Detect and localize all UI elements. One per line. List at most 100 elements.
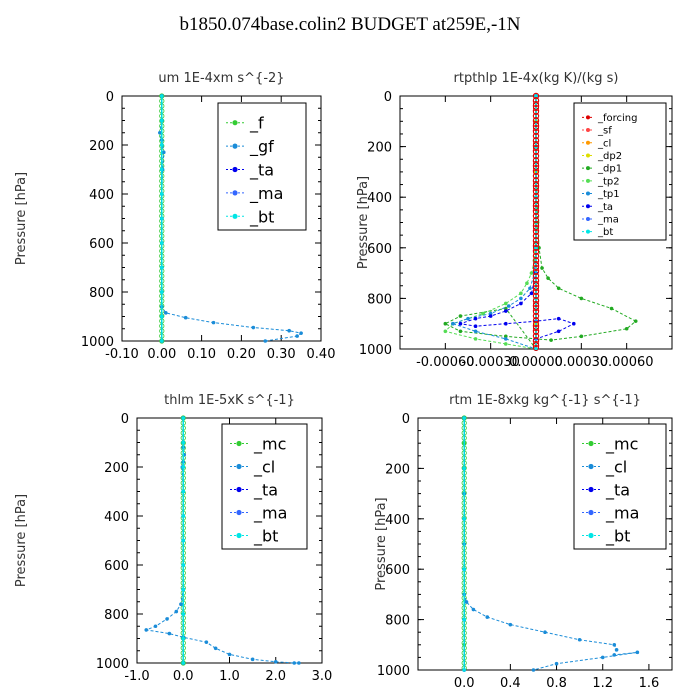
data-point	[227, 652, 232, 657]
legend-label: _dp1	[597, 164, 622, 175]
data-point	[534, 94, 538, 98]
data-point	[211, 320, 216, 325]
data-point	[160, 143, 164, 147]
data-point	[181, 563, 186, 567]
panel-1: rtpthlp 1E-4x(kg K)/(kg s) Pressure [hPa]…	[356, 71, 673, 370]
data-point	[181, 489, 186, 494]
data-point	[160, 290, 164, 294]
legend: _forcing _sf_cl _dp2 _dp1_tp2 _tp1 _ta_ma _bt	[573, 102, 667, 241]
legend-label: _ta	[249, 161, 274, 181]
data-point	[163, 311, 168, 315]
x-tick-label: -1.0	[124, 669, 149, 684]
x-tick-label: 0.4	[500, 676, 521, 691]
data-point	[529, 291, 534, 296]
y-tick-label: 200	[367, 141, 392, 156]
data-point	[503, 301, 508, 306]
figure-title: b1850.074base.colin2 BUDGET at259E,-1N	[179, 14, 521, 35]
x-tick-label: 1.0	[219, 669, 240, 684]
legend-label: _cl	[605, 458, 627, 478]
data-point	[466, 316, 470, 321]
data-point	[532, 188, 540, 196]
legend-marker	[232, 166, 238, 173]
data-point	[532, 128, 540, 136]
data-point	[532, 144, 540, 152]
data-point	[543, 630, 547, 634]
data-point	[532, 196, 540, 204]
legend-marker	[586, 140, 590, 145]
data-point	[532, 184, 540, 192]
data-point	[181, 514, 186, 518]
data-point	[532, 168, 540, 176]
y-tick-label: 600	[367, 242, 392, 257]
data-point	[161, 150, 166, 155]
legend-marker	[236, 440, 242, 447]
y-tick-label: 400	[385, 513, 410, 528]
y-tick-label: 800	[89, 286, 114, 301]
data-point	[624, 326, 629, 331]
data-point	[462, 668, 466, 672]
data-point	[181, 416, 186, 420]
y-tick-label: 800	[104, 608, 129, 623]
data-point	[532, 132, 540, 140]
y-tick-label: 0	[106, 90, 114, 105]
data-point	[532, 268, 540, 276]
data-point	[532, 236, 540, 244]
y-tick-label: 400	[367, 191, 392, 206]
y-tick-label: 200	[385, 462, 410, 477]
legend-label: _bt	[249, 207, 274, 227]
data-point	[556, 286, 561, 291]
data-point	[532, 112, 540, 120]
legend-marker	[236, 532, 242, 539]
legend-box	[573, 102, 667, 241]
legend-marker	[236, 509, 242, 516]
legend-marker	[236, 463, 242, 470]
x-tick-label: 0.00000	[509, 355, 563, 370]
data-point	[532, 192, 540, 200]
data-point	[181, 440, 186, 445]
legend: _f _gf _ta _ma _bt	[217, 102, 307, 231]
data-point	[160, 118, 164, 123]
data-point	[532, 152, 540, 160]
data-point	[263, 339, 268, 343]
data-point	[532, 260, 540, 268]
data-point	[532, 204, 540, 212]
data-point	[532, 328, 540, 336]
data-point	[546, 276, 550, 280]
data-point	[556, 316, 561, 321]
panel-title: rtpthlp 1E-4x(kg K)/(kg s)	[454, 71, 619, 86]
panel-title: rtm 1E-8xkg kg^{-1} s^{-1}	[449, 393, 641, 408]
data-point	[532, 304, 540, 312]
legend-label: _bt	[597, 227, 613, 238]
data-point	[532, 320, 540, 328]
y-tick-label: 600	[104, 559, 129, 574]
x-tick-label: 1.2	[592, 676, 613, 691]
data-point	[160, 314, 164, 319]
data-point	[507, 304, 511, 308]
y-tick-label: 800	[367, 292, 392, 307]
data-point	[451, 321, 455, 326]
data-point	[600, 655, 605, 660]
data-point	[532, 240, 540, 248]
data-point	[473, 324, 478, 329]
data-point	[458, 314, 463, 318]
legend: _mc _cl _ta _ma _bt	[221, 423, 308, 550]
data-point	[532, 324, 540, 332]
legend-marker	[586, 128, 590, 133]
data-point	[579, 296, 584, 301]
legend-label: _ma	[249, 184, 283, 204]
data-point	[443, 329, 448, 334]
panel-title: thlm 1E-5xK s^{-1}	[164, 393, 295, 408]
data-point	[532, 272, 540, 280]
data-point	[532, 252, 540, 260]
x-tick-label: 0.10	[187, 347, 216, 362]
legend-label: _ta	[253, 481, 278, 501]
data-point	[462, 617, 466, 622]
legend: _mc _cl _ta _ma _bt	[573, 423, 667, 550]
data-point	[528, 286, 532, 291]
data-point	[473, 337, 478, 341]
data-point	[532, 212, 540, 220]
data-point	[571, 321, 576, 326]
data-point	[532, 124, 540, 132]
x-tick-label: 0.40	[307, 347, 336, 362]
data-point	[532, 148, 540, 156]
